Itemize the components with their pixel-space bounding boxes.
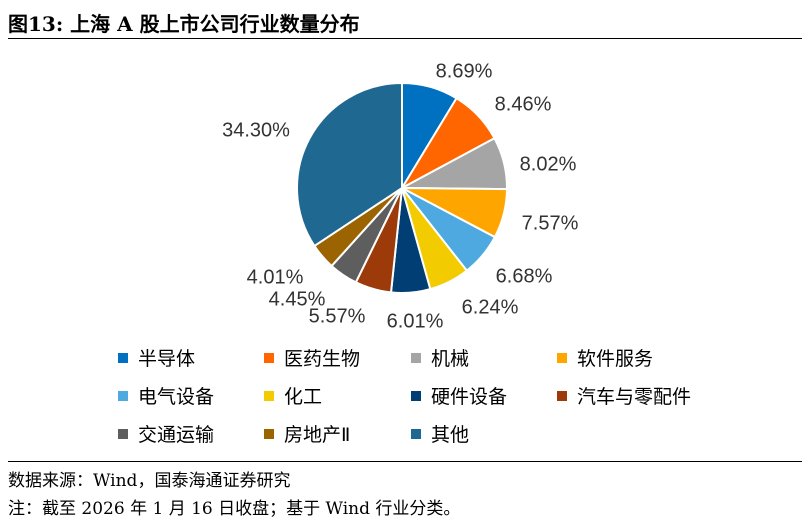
slice-label-7: 6.01%	[387, 310, 444, 332]
legend-swatch	[264, 352, 274, 363]
slice-label-9: 4.45%	[269, 288, 326, 310]
slice-label-3: 8.02%	[520, 153, 577, 175]
legend-label: 医药生物	[284, 348, 361, 370]
legend-item-5: 电气设备	[118, 382, 214, 409]
slice-label-6: 6.24%	[462, 296, 519, 318]
legend-label: 化工	[284, 386, 323, 408]
legend-item-2: 医药生物	[264, 344, 360, 371]
legend-label: 软件服务	[577, 348, 654, 370]
pie-chart: 8.69%8.46% 8.02% 7.57% 6.68% 6.24% 6.01% 5.57%…	[222, 60, 579, 332]
legend-swatch	[411, 428, 421, 439]
footnote: 注：截至 2026 年 1 月 16 日收盘；基于 Wind 行业分类。	[8, 499, 461, 519]
pie-slice-11	[296, 81, 403, 248]
slice-label-10: 4.01%	[247, 266, 304, 288]
slice-label-4: 7.57%	[522, 212, 579, 234]
legend-label: 电气设备	[138, 386, 215, 408]
legend-swatch	[264, 428, 274, 439]
legend-item-6: 化工	[264, 382, 322, 409]
legend-label: 交通运输	[138, 424, 215, 446]
legend-item-1: 半导体	[118, 344, 195, 371]
slice-label-8: 5.57%	[309, 305, 366, 327]
legend-swatch	[557, 352, 567, 363]
source-note: 数据来源：Wind，国泰海通证券研究	[8, 471, 291, 491]
legend-label: 硬件设备	[431, 386, 508, 408]
legend-label: 机械	[431, 348, 470, 370]
bottom-divider	[8, 461, 802, 462]
legend-item-10: 房地产Ⅱ	[264, 420, 350, 447]
slice-label-11: 34.30%	[222, 119, 290, 141]
slice-label-1: 8.69%	[436, 60, 493, 82]
legend-item-8: 汽车与零配件	[557, 382, 691, 409]
legend-item-4: 软件服务	[557, 344, 653, 371]
legend-swatch	[118, 428, 128, 439]
legend-label: 半导体	[138, 348, 196, 370]
legend-swatch	[264, 390, 274, 401]
legend-label: 其他	[431, 424, 470, 446]
legend-item-9: 交通运输	[118, 420, 214, 447]
legend-swatch	[118, 352, 128, 363]
slice-label-2: 8.46%	[495, 93, 552, 115]
legend-item-11: 其他	[411, 420, 469, 447]
legend-label: 汽车与零配件	[577, 386, 692, 408]
top-divider	[8, 38, 802, 39]
slice-label-5: 6.68%	[496, 265, 553, 287]
legend-swatch	[118, 390, 128, 401]
legend-swatch	[411, 352, 421, 363]
legend-label: 房地产Ⅱ	[284, 424, 351, 446]
legend-item-3: 机械	[411, 344, 469, 371]
legend-swatch	[411, 390, 421, 401]
legend-item-7: 硬件设备	[411, 382, 507, 409]
figure-title: 图13: 上海 A 股上市公司行业数量分布	[8, 12, 360, 36]
legend-swatch	[557, 390, 567, 401]
